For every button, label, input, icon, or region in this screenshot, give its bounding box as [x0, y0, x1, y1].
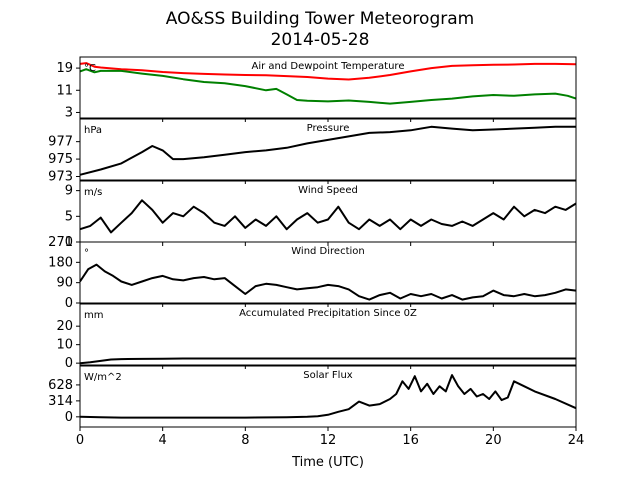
- x-axis-tick-label: 4: [159, 433, 167, 448]
- panel-wind-speed-ytick-label: 1: [65, 235, 73, 250]
- panel-wind-speed-unit-label: m/s: [84, 187, 102, 198]
- panel-air-and-dewpoint-temperature-ytick-label: 3: [65, 105, 73, 120]
- panel-air-and-dewpoint-temperature-title: Air and Dewpoint Temperature: [252, 61, 405, 72]
- panel-accumulated-precipitation-since-0z-ytick-label: 0: [65, 356, 73, 371]
- panel-accumulated-precipitation-since-0z: 0 10 20 mm Accumulated Precipitation Since 0…: [56, 303, 577, 371]
- panel-wind-direction-ytick-label: 180: [48, 255, 73, 270]
- panel-wind-speed-ytick-label: 9: [65, 184, 73, 199]
- panel-wind-speed-ytick-label: 5: [65, 209, 73, 224]
- panel-wind-speed-series-1-line: [79, 199, 577, 234]
- panel-pressure-series-1-line: [79, 125, 576, 176]
- panel-air-and-dewpoint-temperature: 3 11 19 °C Air and Dewpoint Temperature: [56, 56, 577, 122]
- panel-wind-direction-series-1-line: [79, 263, 577, 301]
- panel-accumulated-precipitation-since-0z-title: Accumulated Precipitation Since 0Z: [239, 308, 417, 319]
- panel-wind-direction-ytick-label: 270: [48, 235, 73, 250]
- panel-wind-direction: 0 90 180 270 ° Wind Direction: [48, 235, 577, 311]
- panel-wind-direction-ytick-label: 90: [56, 276, 73, 291]
- panel-solar-flux-ytick-label: 314: [48, 394, 73, 409]
- panel-air-and-dewpoint-temperature-ytick-label: 19: [56, 61, 73, 76]
- panel-air-and-dewpoint-temperature-unit-label: °C: [84, 63, 96, 74]
- panel-solar-flux-title: Solar Flux: [303, 370, 353, 381]
- panel-accumulated-precipitation-since-0z-ytick-label: 20: [56, 319, 73, 334]
- x-axis-tick-label: 16: [402, 433, 419, 448]
- panel-pressure: 973 975 977 hPa Pressure: [48, 118, 577, 185]
- panel-accumulated-precipitation-since-0z-unit-label: mm: [84, 310, 103, 321]
- panel-wind-speed-title: Wind Speed: [298, 185, 358, 196]
- figure-subtitle: 2014-05-28: [271, 30, 370, 50]
- panel-pressure-unit-label: hPa: [84, 125, 102, 136]
- panel-wind-direction-title: Wind Direction: [291, 246, 365, 257]
- x-axis-tick-label: 8: [241, 433, 249, 448]
- x-axis-tick-label: 12: [320, 433, 337, 448]
- x-axis-tick-label: 0: [76, 433, 84, 448]
- panel-air-and-dewpoint-temperature-series-2-line: [79, 68, 577, 105]
- panel-pressure-ytick-label: 973: [48, 170, 73, 185]
- panel-air-and-dewpoint-temperature-series-1-line: [79, 62, 577, 81]
- panel-accumulated-precipitation-since-0z-ytick-label: 10: [56, 338, 73, 353]
- panel-solar-flux-unit-label: W/m^2: [84, 372, 122, 383]
- panel-wind-direction-unit-label: °: [84, 248, 89, 259]
- panel-pressure-ytick-label: 977: [48, 135, 73, 150]
- figure-title: AO&SS Building Tower Meteorogram: [166, 9, 474, 29]
- panel-solar-flux-ytick-label: 628: [48, 378, 73, 393]
- panel-solar-flux-series-1-line: [79, 374, 577, 419]
- panel-pressure-title: Pressure: [307, 123, 350, 134]
- panel-solar-flux-ytick-label: 0: [65, 410, 73, 425]
- x-axis: 0 4 8 12 16 20 24: [76, 433, 584, 448]
- x-axis-tick-label: 20: [485, 433, 502, 448]
- panel-air-and-dewpoint-temperature-ytick-label: 11: [56, 83, 73, 98]
- panel-accumulated-precipitation-since-0z-series-1-line: [79, 357, 576, 365]
- panel-pressure-ytick-label: 975: [48, 152, 73, 167]
- x-axis-tick-label: 24: [568, 433, 585, 448]
- x-axis-label: Time (UTC): [291, 455, 364, 470]
- panel-wind-direction-ytick-label: 0: [65, 296, 73, 311]
